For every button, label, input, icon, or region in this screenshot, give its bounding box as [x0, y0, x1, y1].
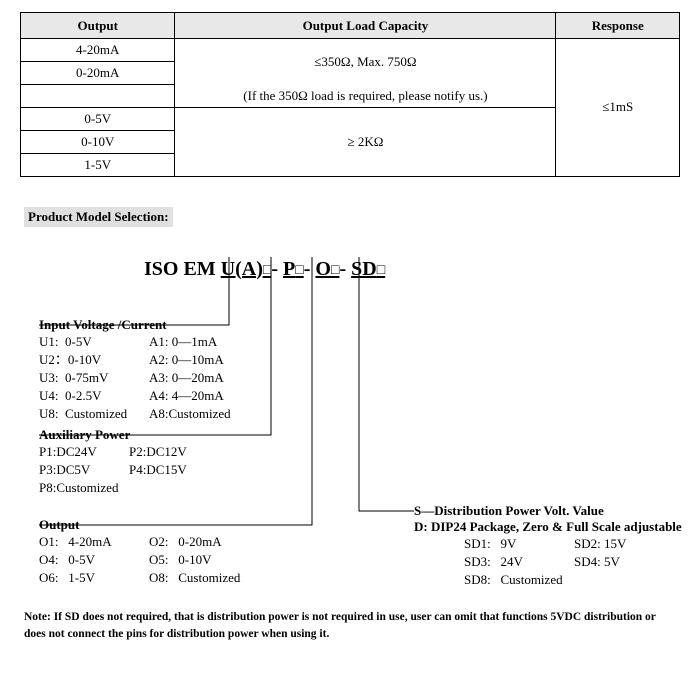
input-title: Input Voltage /Current	[39, 317, 231, 333]
response-cell: ≤1mS	[556, 39, 680, 177]
out-cell: 4-20mA	[21, 39, 175, 62]
aux-title: Auxiliary Power	[39, 427, 187, 443]
model-code: ISO EM U(A)□- P□- O□- SD□	[124, 235, 385, 304]
cap-bot: ≥ 2KΩ	[175, 107, 556, 176]
out-cell	[21, 85, 175, 108]
section-title: Product Model Selection:	[24, 207, 173, 227]
sd-block: S—Distribution Power Volt. Value D: DIP2…	[414, 503, 682, 590]
input-block: Input Voltage /Current U1: 0-5VA1: 0—1mA…	[39, 317, 231, 424]
out-cell: 0-20mA	[21, 62, 175, 85]
cap-top: ≤350Ω, Max. 750Ω	[175, 39, 556, 85]
out-cell: 0-5V	[21, 107, 175, 130]
model-selection-diagram: ISO EM U(A)□- P□- O□- SD□ Input Voltage …	[24, 235, 688, 605]
output-title: Output	[39, 517, 240, 533]
footer-note: Note: If SD does not required, that is d…	[24, 609, 676, 644]
cap-note: (If the 350Ω load is required, please no…	[175, 85, 556, 108]
th-response: Response	[556, 13, 680, 39]
output-block: Output O1: 4-20mAO2: 0-20mA O4: 0-5VO5: …	[39, 517, 240, 588]
aux-block: Auxiliary Power P1:DC24VP2:DC12V P3:DC5V…	[39, 427, 187, 498]
th-output: Output	[21, 13, 175, 39]
out-cell: 1-5V	[21, 153, 175, 176]
spec-table: Output Output Load Capacity Response 4-2…	[20, 12, 680, 177]
out-cell: 0-10V	[21, 130, 175, 153]
sd-line2: D: DIP24 Package, Zero & Full Scale adju…	[414, 519, 682, 535]
sd-line1: S—Distribution Power Volt. Value	[414, 503, 682, 519]
th-capacity: Output Load Capacity	[175, 13, 556, 39]
